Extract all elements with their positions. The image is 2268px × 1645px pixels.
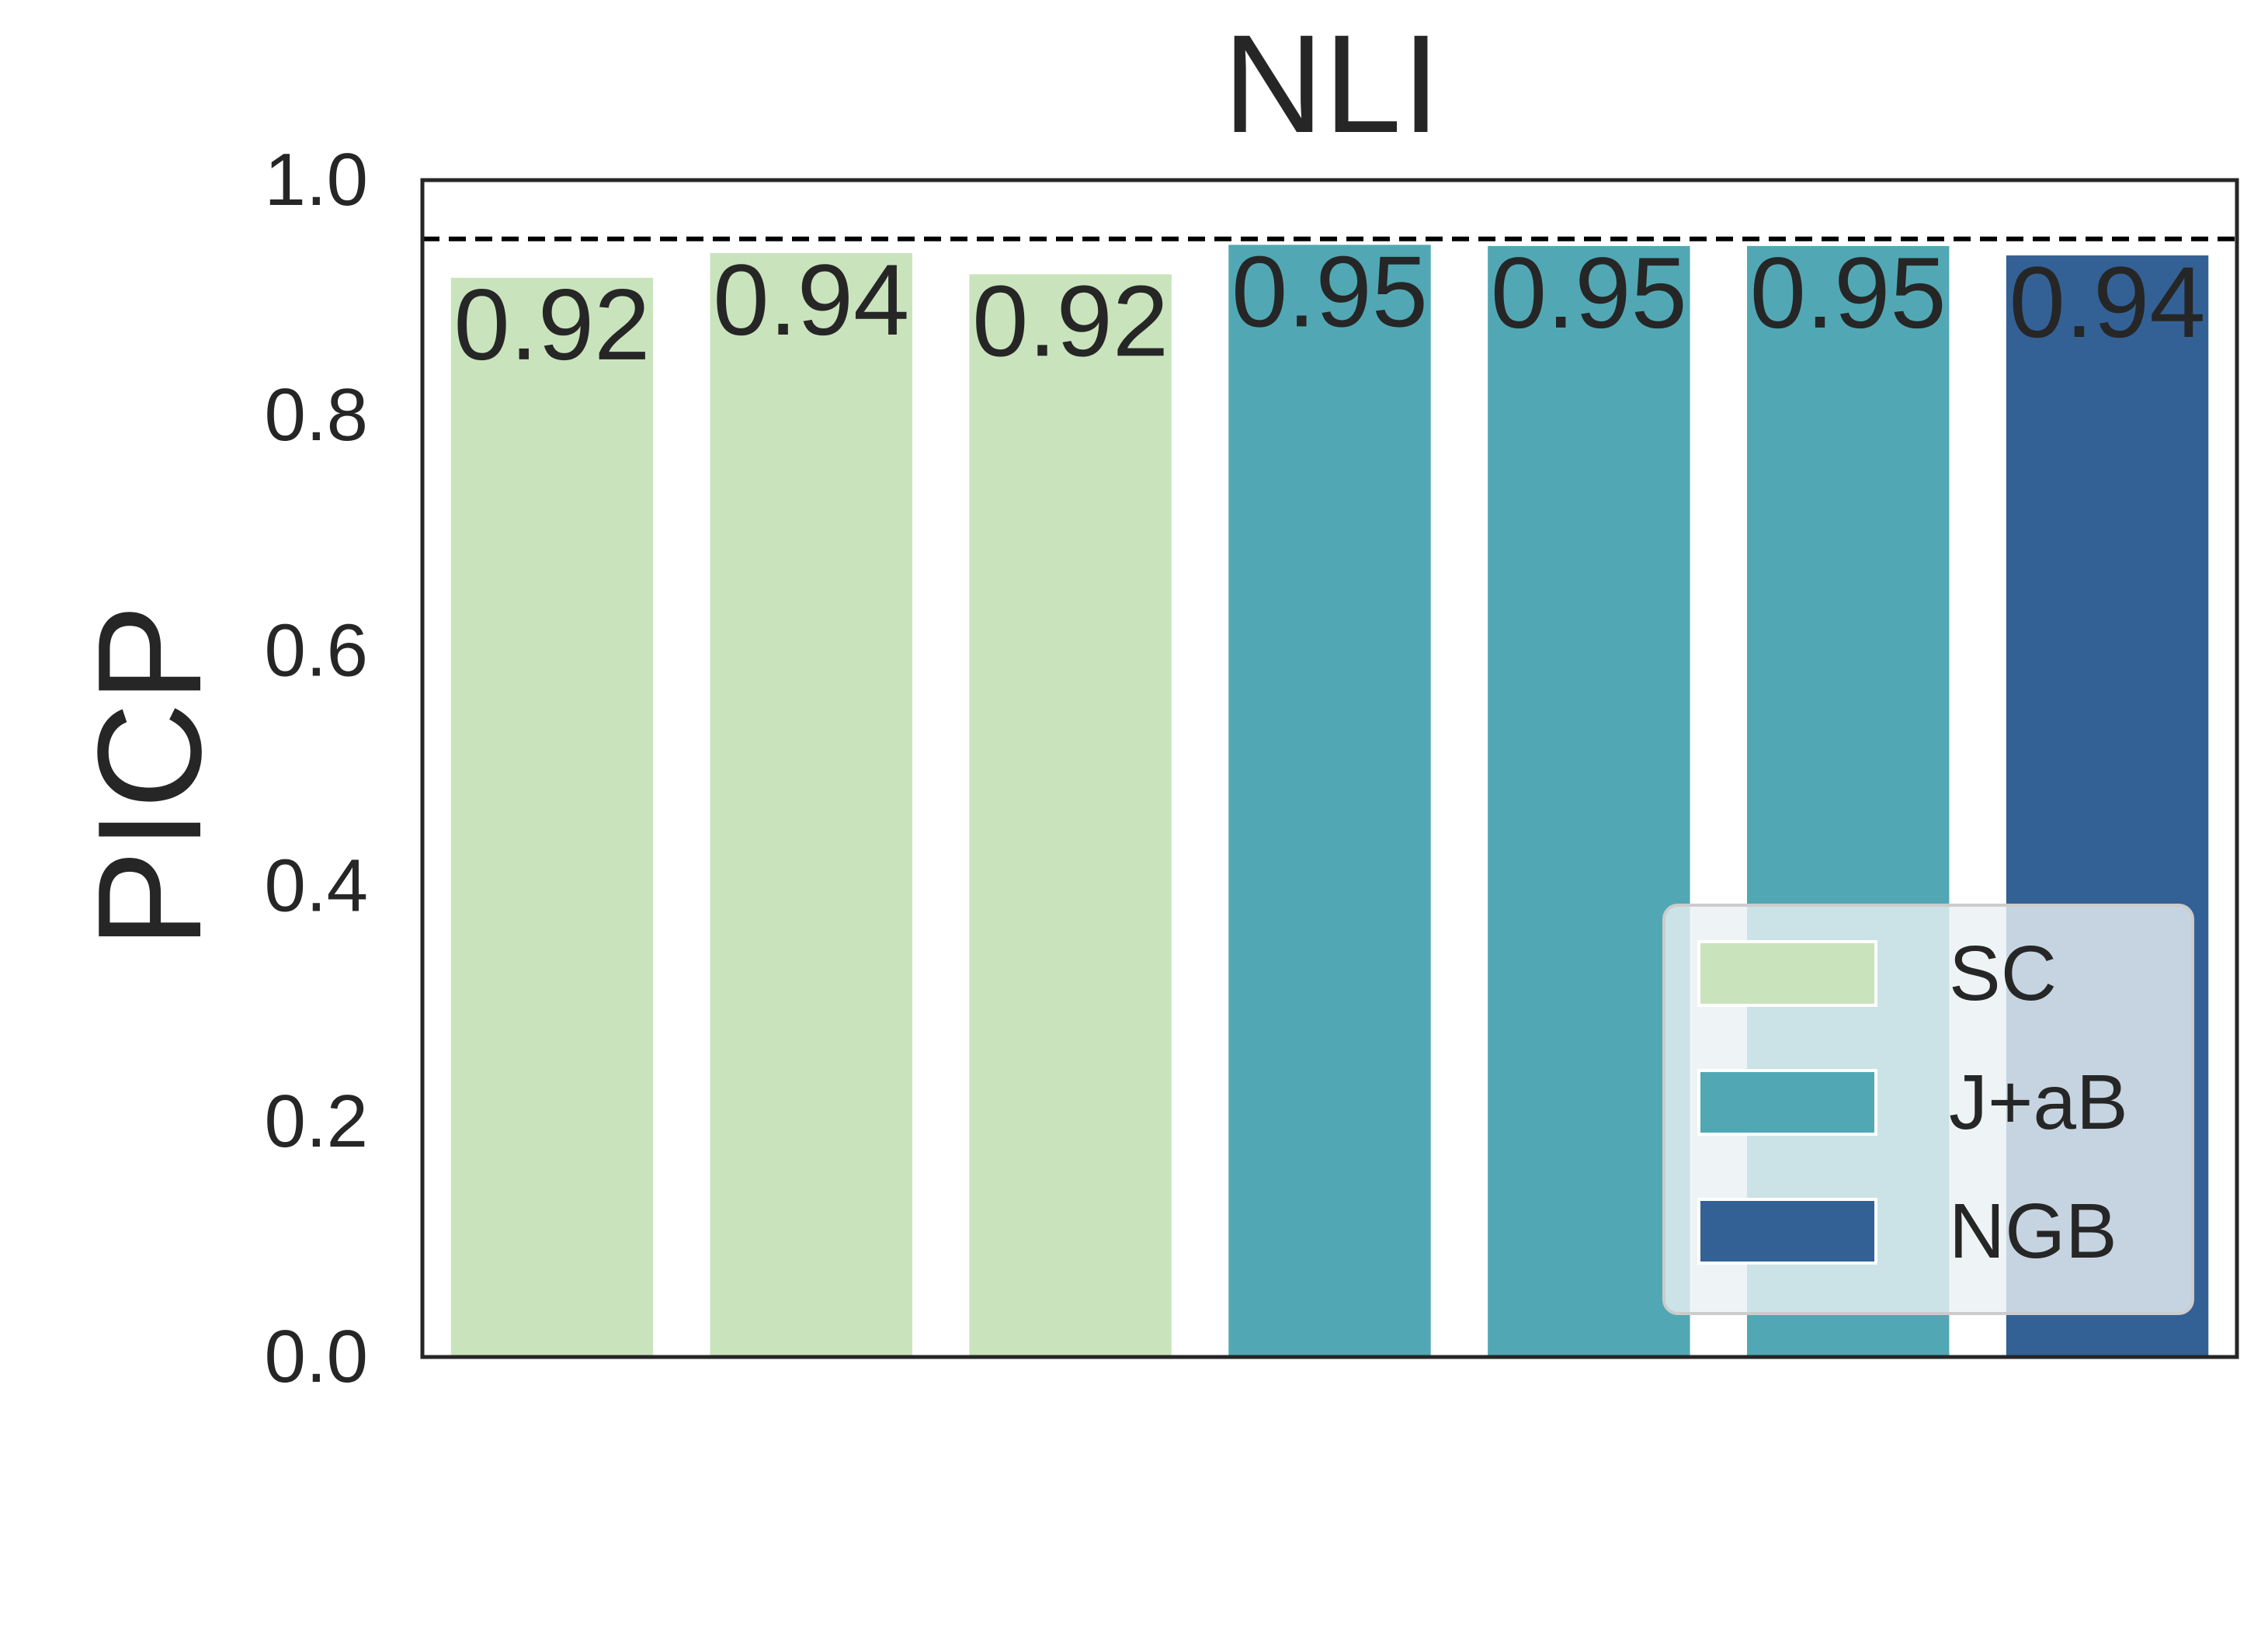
legend: SC J+aB NGB (1662, 904, 2194, 1315)
y-ticks-layer: 0.0 0.2 0.4 0.6 0.8 1.0 (265, 138, 368, 1398)
bar-value-label: 0.92 (453, 268, 650, 381)
bar-value-label: 0.95 (1231, 234, 1428, 348)
bars-layer (450, 245, 2209, 1358)
bar-4 (1228, 245, 1431, 1357)
legend-label: NGB (1949, 1188, 2117, 1275)
y-tick-label: 0.6 (265, 609, 368, 692)
value-labels-layer: 0.92 0.94 0.92 0.95 0.95 0.95 0.94 (453, 234, 2205, 380)
legend-swatch (1697, 940, 1877, 1007)
y-tick-label: 1.0 (265, 138, 368, 221)
bar-value-label: 0.94 (2009, 245, 2206, 359)
chart-title: NLI (1223, 6, 1440, 162)
bar-value-label: 0.92 (972, 264, 1169, 377)
plot-frame (420, 178, 2239, 1359)
bar-3 (969, 274, 1172, 1357)
y-axis-label: PICP (68, 604, 232, 948)
legend-label: SC (1949, 930, 2057, 1017)
bar-5 (1488, 245, 1690, 1357)
legend-items: SC J+aB NGB (1697, 930, 2128, 1275)
bar-1 (450, 277, 654, 1357)
y-tick-label: 0.8 (265, 373, 368, 456)
legend-label: J+aB (1949, 1059, 2128, 1146)
y-tick-label: 0.4 (265, 845, 368, 928)
bar-value-label: 0.95 (1750, 236, 1947, 349)
bar-value-label: 0.95 (1491, 236, 1687, 349)
legend-swatch (1697, 1198, 1877, 1265)
bar-value-label: 0.94 (713, 243, 909, 356)
bar-2 (710, 252, 912, 1358)
y-tick-label: 0.0 (265, 1315, 368, 1398)
legend-swatch (1697, 1069, 1877, 1136)
y-tick-label: 0.2 (265, 1080, 368, 1163)
